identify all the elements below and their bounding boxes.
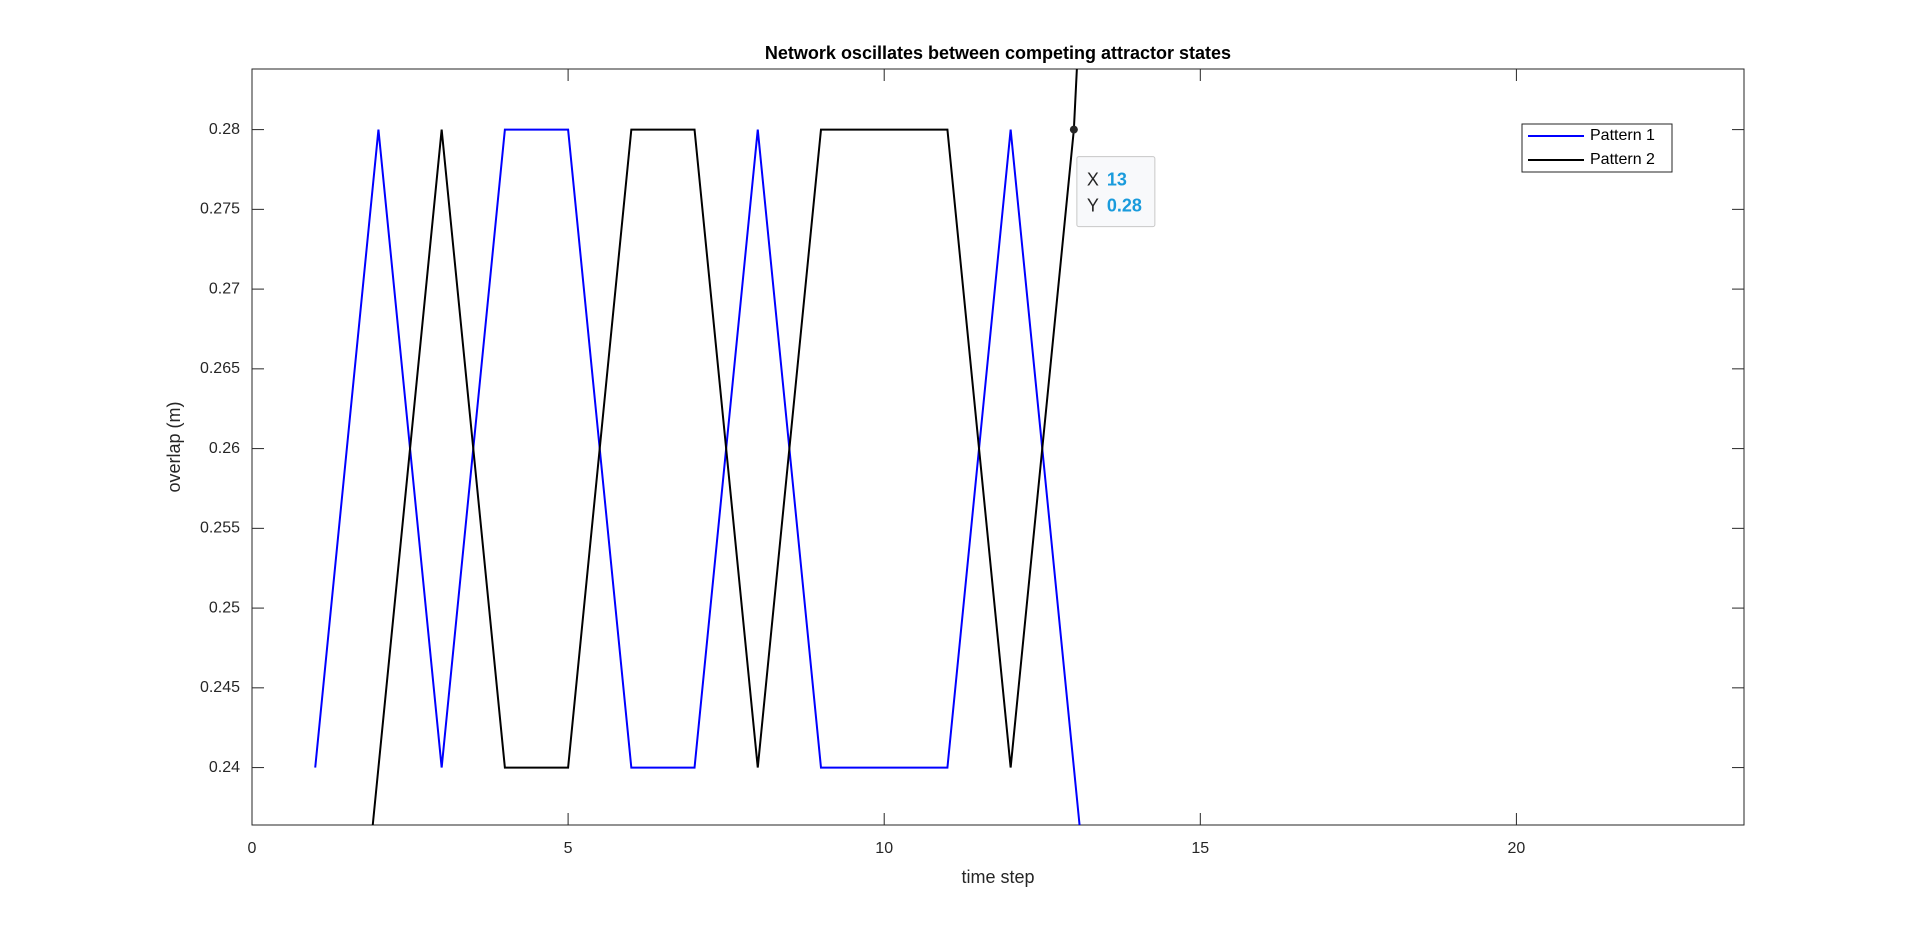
datatip-x-label: X bbox=[1087, 169, 1099, 189]
y-tick-label: 0.25 bbox=[209, 599, 240, 616]
x-tick-label: 10 bbox=[875, 840, 893, 857]
datatip-box bbox=[1076, 156, 1156, 228]
datatip-y-label: Y bbox=[1087, 195, 1099, 215]
datatip-point bbox=[1069, 125, 1078, 134]
x-axis-label: time step bbox=[961, 867, 1034, 887]
chart-title: Network oscillates between competing att… bbox=[765, 43, 1231, 63]
y-tick-label: 0.26 bbox=[209, 440, 240, 457]
y-tick-label: 0.27 bbox=[209, 280, 240, 297]
datatip-x-value: 13 bbox=[1107, 169, 1127, 189]
series-line bbox=[371, 69, 1078, 825]
y-tick-label: 0.255 bbox=[200, 520, 240, 537]
x-tick-label: 5 bbox=[564, 840, 573, 857]
x-tick-label: 0 bbox=[248, 840, 257, 857]
legend-label: Pattern 1 bbox=[1590, 127, 1655, 144]
legend-label: Pattern 2 bbox=[1590, 151, 1655, 168]
lines bbox=[314, 69, 1081, 825]
x-tick-label: 15 bbox=[1191, 840, 1209, 857]
y-tick-label: 0.275 bbox=[200, 201, 240, 218]
y-tick-label: 0.245 bbox=[200, 679, 240, 696]
y-tick-label: 0.24 bbox=[209, 759, 240, 776]
plot-area bbox=[251, 68, 1745, 826]
y-axis-label: overlap (m) bbox=[164, 401, 184, 492]
datatip-y-value: 0.28 bbox=[1107, 195, 1142, 215]
y-tick-label: 0.28 bbox=[209, 121, 240, 138]
x-tick-label: 20 bbox=[1508, 840, 1526, 857]
y-tick-label: 0.265 bbox=[200, 360, 240, 377]
legend-box bbox=[1521, 123, 1673, 173]
